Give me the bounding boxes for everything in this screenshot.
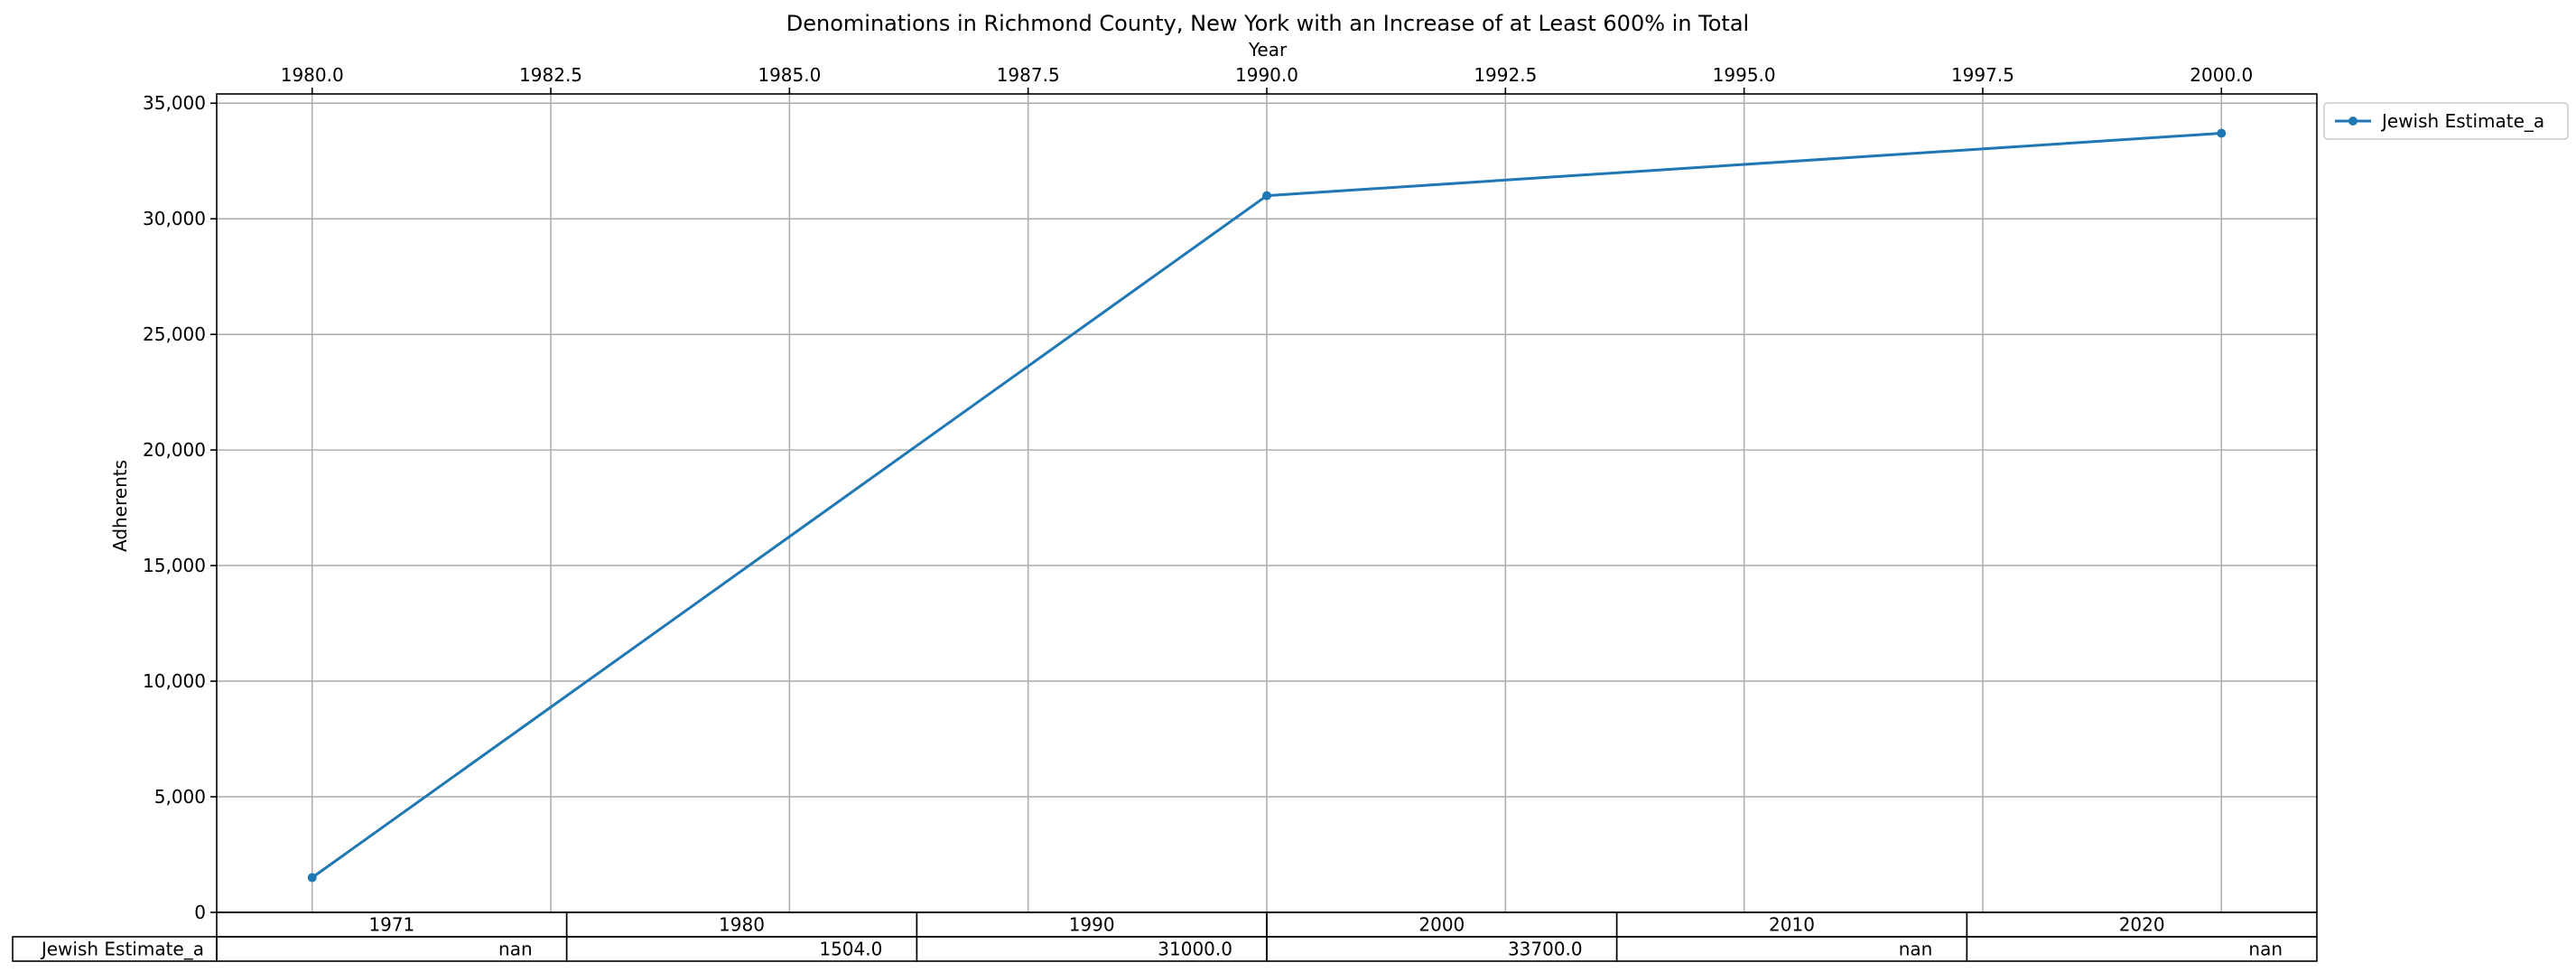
x-tick-label: 2000.0 xyxy=(2190,64,2253,86)
legend-label: Jewish Estimate_a xyxy=(2380,110,2544,132)
table-header-label: 2020 xyxy=(2119,914,2165,936)
x-axis-label: Year xyxy=(1248,39,1288,61)
x-tick-label: 1990.0 xyxy=(1235,64,1298,86)
series-layer xyxy=(307,128,2227,883)
table-cell-value: 1504.0 xyxy=(819,939,882,960)
x-tick-label: 1995.0 xyxy=(1713,64,1776,86)
table-cell-value: nan xyxy=(2248,939,2283,960)
data-point xyxy=(1262,191,1271,201)
y-tick-label: 20,000 xyxy=(143,439,206,461)
table-header-label: 2000 xyxy=(1418,914,1465,936)
legend: Jewish Estimate_a xyxy=(2323,102,2569,140)
y-axis: 0 5,000 10,000 15,000 20,000 25,000 30,000 35,0… xyxy=(143,92,217,923)
y-tick-label: 25,000 xyxy=(143,323,206,345)
table-header-label: 2010 xyxy=(1769,914,1815,936)
chart-title: Denominations in Richmond County, New Yo… xyxy=(786,11,1749,36)
y-axis-label: Adherents xyxy=(109,460,131,552)
data-table: 1971 1980 1990 2000 2010 2020 Jewish Estimate_… xyxy=(12,911,2318,962)
data-point xyxy=(307,873,317,883)
y-tick-label: 30,000 xyxy=(143,208,206,229)
table-cell-value: 33700.0 xyxy=(1508,939,1583,960)
x-tick-label: 1992.5 xyxy=(1474,64,1537,86)
y-tick-label: 0 xyxy=(194,902,206,923)
y-tick-label: 10,000 xyxy=(143,670,206,692)
table-cell xyxy=(1966,936,2318,962)
x-tick-label: 1980.0 xyxy=(281,64,344,86)
y-tick-label: 15,000 xyxy=(143,555,206,576)
x-axis: 1980.0 1982.5 1985.0 1987.5 1990.0 1992.5 1995… xyxy=(281,64,2253,94)
table-row-label: Jewish Estimate_a xyxy=(40,939,204,960)
y-tick-label: 5,000 xyxy=(154,786,206,808)
table-header-label: 1990 xyxy=(1069,914,1115,936)
x-tick-label: 1997.5 xyxy=(1951,64,2014,86)
legend-box xyxy=(2323,102,2569,140)
table-cell-value: nan xyxy=(1899,939,1933,960)
data-point xyxy=(2217,128,2227,138)
grid xyxy=(217,94,2317,913)
table-cell-value: 31000.0 xyxy=(1158,939,1232,960)
table-cell-value: nan xyxy=(498,939,533,960)
x-tick-label: 1985.0 xyxy=(758,64,821,86)
table-header-label: 1980 xyxy=(719,914,765,936)
legend-marker xyxy=(2348,117,2357,126)
table-header-label: 1971 xyxy=(368,914,414,936)
y-tick-label: 35,000 xyxy=(143,92,206,114)
x-tick-label: 1987.5 xyxy=(997,64,1060,86)
x-tick-label: 1982.5 xyxy=(519,64,582,86)
